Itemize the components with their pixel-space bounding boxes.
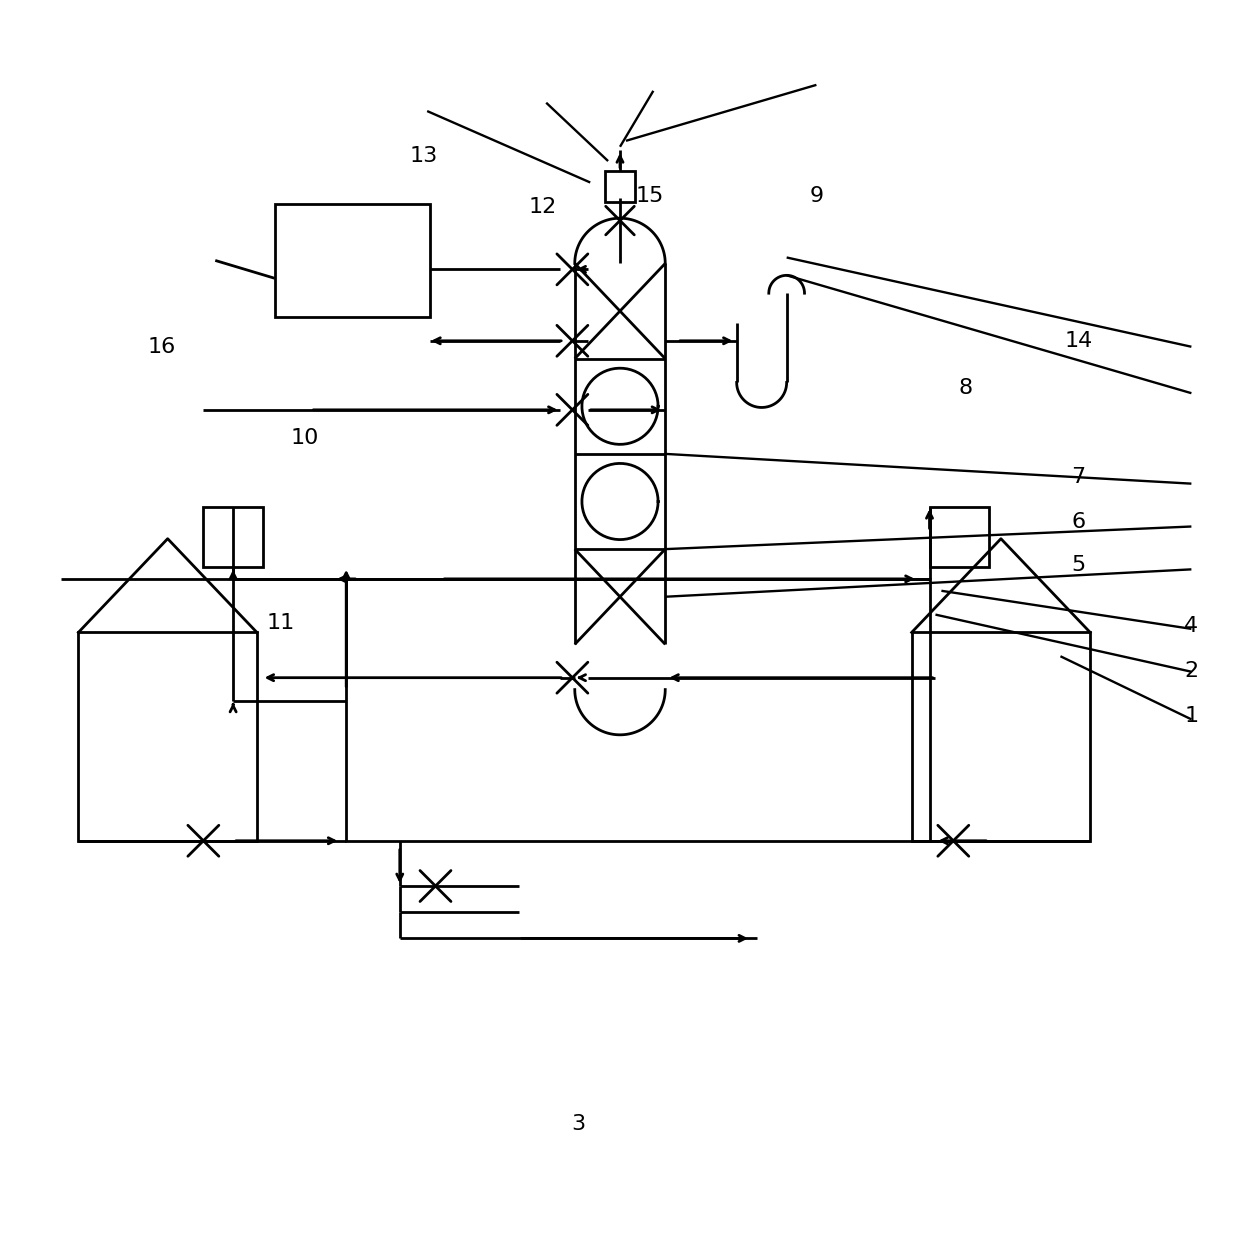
Text: 3: 3 <box>572 1114 585 1134</box>
Text: 11: 11 <box>267 613 295 633</box>
Text: 6: 6 <box>1071 511 1085 531</box>
Text: 4: 4 <box>1184 616 1198 637</box>
Text: 14: 14 <box>1064 331 1092 351</box>
Bar <box>78 633 257 841</box>
Text: 8: 8 <box>959 378 972 398</box>
Text: 9: 9 <box>810 185 823 205</box>
Text: 5: 5 <box>1071 555 1085 575</box>
Text: 1: 1 <box>1184 705 1198 725</box>
Text: 10: 10 <box>290 429 319 449</box>
Text: 12: 12 <box>528 198 557 218</box>
Bar <box>346 579 930 841</box>
Bar <box>930 507 990 566</box>
Bar <box>911 633 1090 841</box>
Bar <box>203 507 263 566</box>
Bar <box>605 170 635 202</box>
Text: 2: 2 <box>1184 660 1198 680</box>
Text: 16: 16 <box>148 337 176 357</box>
Text: 15: 15 <box>636 185 663 205</box>
Text: 13: 13 <box>409 147 438 167</box>
Text: 7: 7 <box>1071 466 1085 486</box>
Bar <box>275 204 429 317</box>
